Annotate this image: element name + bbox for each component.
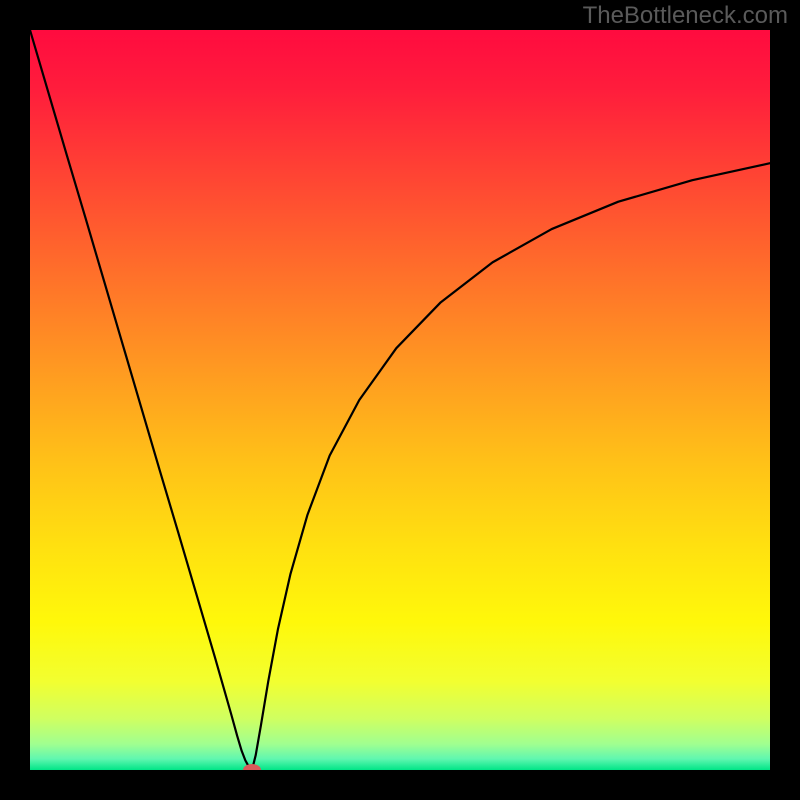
- frame-right: [770, 0, 800, 800]
- watermark-text: TheBottleneck.com: [583, 2, 788, 30]
- frame-left: [0, 0, 30, 800]
- plot-background: [30, 30, 770, 770]
- bottleneck-chart: [0, 0, 800, 800]
- chart-container: TheBottleneck.com: [0, 0, 800, 800]
- frame-bottom: [0, 770, 800, 800]
